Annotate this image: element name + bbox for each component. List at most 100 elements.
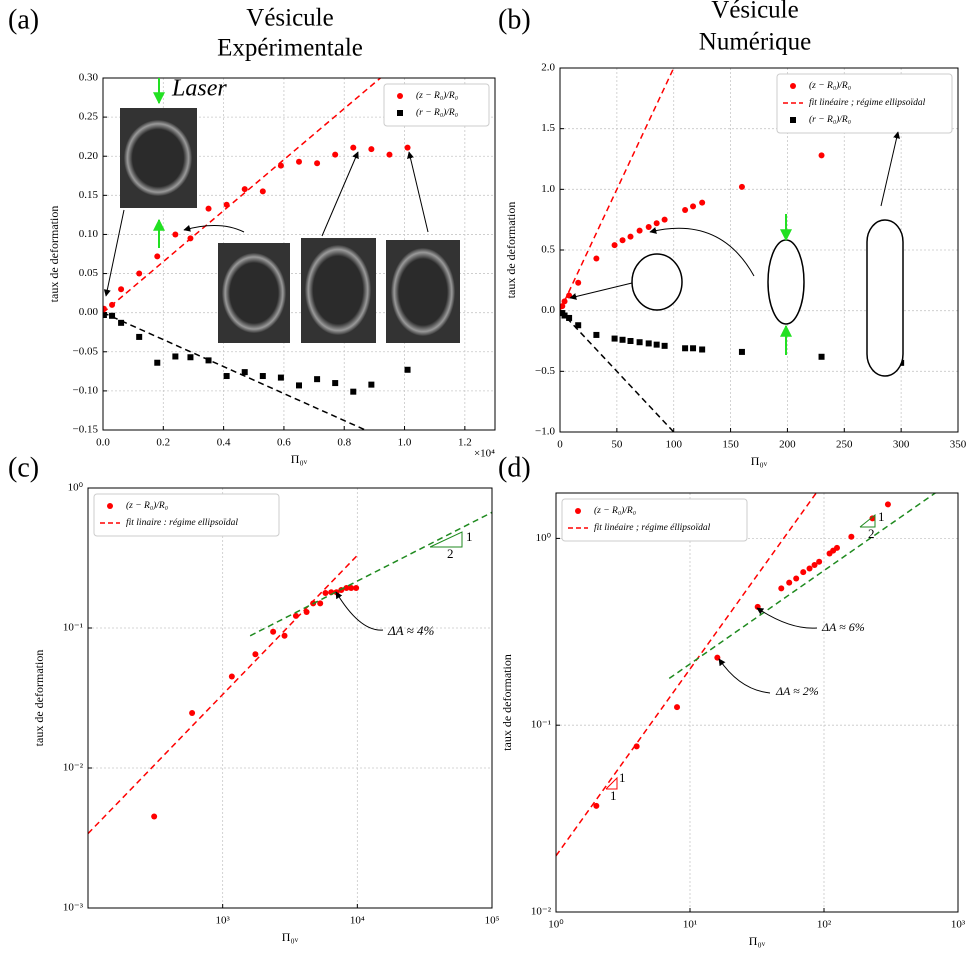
point (303, 609, 310, 616)
y-tick-label: 10⁻¹ (63, 622, 83, 634)
annotation: ΔA ≈ 4% (387, 623, 434, 638)
shape (631, 253, 683, 311)
arrow (756, 607, 818, 629)
x-tick-label: 0.2 (156, 437, 170, 449)
x-tick-label: 200 (779, 439, 796, 451)
point (593, 802, 600, 809)
y-tick-label: 2.0 (541, 62, 555, 74)
x-tick-label: 10² (817, 919, 832, 931)
point (682, 345, 689, 352)
x-axis-label: Π₀ᵥ (751, 454, 768, 468)
y-tick-label: 0.25 (79, 111, 99, 123)
point (118, 319, 125, 326)
point (332, 151, 339, 158)
point (314, 160, 321, 167)
x-tick-label: 1.0 (398, 437, 412, 449)
chart-title: Expérimentale (217, 35, 363, 62)
point (259, 188, 266, 195)
panel: (c) 10³ 10⁴ 10⁵ 10⁻³ 10⁻² 10⁻¹ 10⁰ Π₀ᵥ taux de de… (8, 452, 500, 943)
y-tick-label: 10⁰ (536, 532, 552, 544)
fit-line (560, 310, 675, 432)
arrow (718, 658, 771, 694)
y-tick-label: 10⁰ (68, 482, 84, 494)
y-axis-label: taux de deformation (504, 202, 518, 299)
legend-swatch (575, 508, 581, 514)
x-tick-label: 0 (557, 439, 563, 451)
point (806, 565, 813, 572)
point (296, 382, 302, 389)
x-tick-label: 350 (950, 439, 967, 451)
point (738, 183, 745, 190)
y-tick-label: 10⁻² (63, 762, 84, 774)
data (88, 511, 492, 835)
point (661, 216, 668, 223)
x-tick-label: 10³ (951, 919, 966, 931)
point (636, 227, 643, 234)
data (556, 493, 937, 857)
point (833, 544, 840, 551)
arrow (335, 591, 384, 631)
point (277, 374, 284, 381)
fit-line (249, 511, 492, 637)
point (653, 341, 660, 348)
y-axis-label: taux de deformation (47, 206, 61, 303)
legend-swatch (790, 83, 796, 89)
x-tick-label: 250 (836, 439, 853, 451)
legend-label: (z − R₀)/R₀ (594, 505, 636, 516)
legend-label: (z − R₀)/R₀ (416, 90, 458, 101)
legend-label: (r − R₀)/R₀ (416, 107, 458, 118)
point (109, 312, 116, 319)
point (187, 354, 194, 361)
point (281, 632, 288, 639)
fit-line (103, 311, 366, 430)
x-tick-label: 10³ (216, 915, 231, 927)
panel-label: (a) (8, 4, 39, 35)
panel: (d) 10⁰ 10¹ 10² 10³ 10⁻² 10⁻¹ 10⁰ Π₀ᵥ taux de def… (498, 452, 966, 947)
point (136, 270, 143, 277)
point (636, 339, 643, 346)
arrow (569, 282, 633, 300)
point (690, 203, 697, 210)
fit-line (103, 78, 381, 314)
plots: (a) Vésicule Expérimentale 0.0 0.2 0.4 0.6 0.8 1… (8, 0, 967, 948)
point (645, 340, 652, 347)
point (884, 501, 891, 508)
point (350, 144, 357, 151)
legend-label: (r − R₀)/R₀ (809, 114, 851, 125)
point (353, 585, 360, 592)
point (151, 813, 158, 820)
arrow (880, 131, 901, 207)
fit-line (560, 68, 675, 311)
x-tick-label: 1.2 (458, 437, 472, 449)
x-tick-label: 0.8 (337, 437, 351, 449)
y-tick-label: 0.00 (79, 306, 99, 318)
point (699, 346, 706, 353)
y-tick-label: −0.05 (73, 345, 99, 357)
arrow (183, 224, 245, 233)
point (869, 515, 876, 522)
y-tick-label: 0.5 (541, 244, 555, 256)
x-tick-label: 10¹ (683, 919, 697, 931)
panel-label: (b) (498, 4, 531, 35)
x-axis-label: Π₀ᵥ (282, 930, 299, 944)
point (627, 233, 634, 240)
fit-line (88, 554, 358, 835)
photo-vesicle (124, 120, 192, 196)
x-tick-label: 300 (893, 439, 910, 451)
plot-frame (559, 67, 959, 433)
arrow (103, 209, 125, 297)
slope-triangle (429, 531, 463, 548)
y-tick-label: 0.05 (79, 267, 99, 279)
point (575, 322, 582, 329)
shape (866, 219, 904, 377)
point (241, 369, 248, 376)
fit-line (668, 493, 937, 680)
annotation: 2 (447, 546, 454, 561)
point (404, 144, 411, 151)
point (816, 558, 823, 565)
x-axis-label: Π₀ᵥ (291, 452, 308, 466)
point (633, 743, 640, 750)
point (690, 345, 697, 352)
x-offset-label: ×10⁴ (474, 448, 495, 460)
